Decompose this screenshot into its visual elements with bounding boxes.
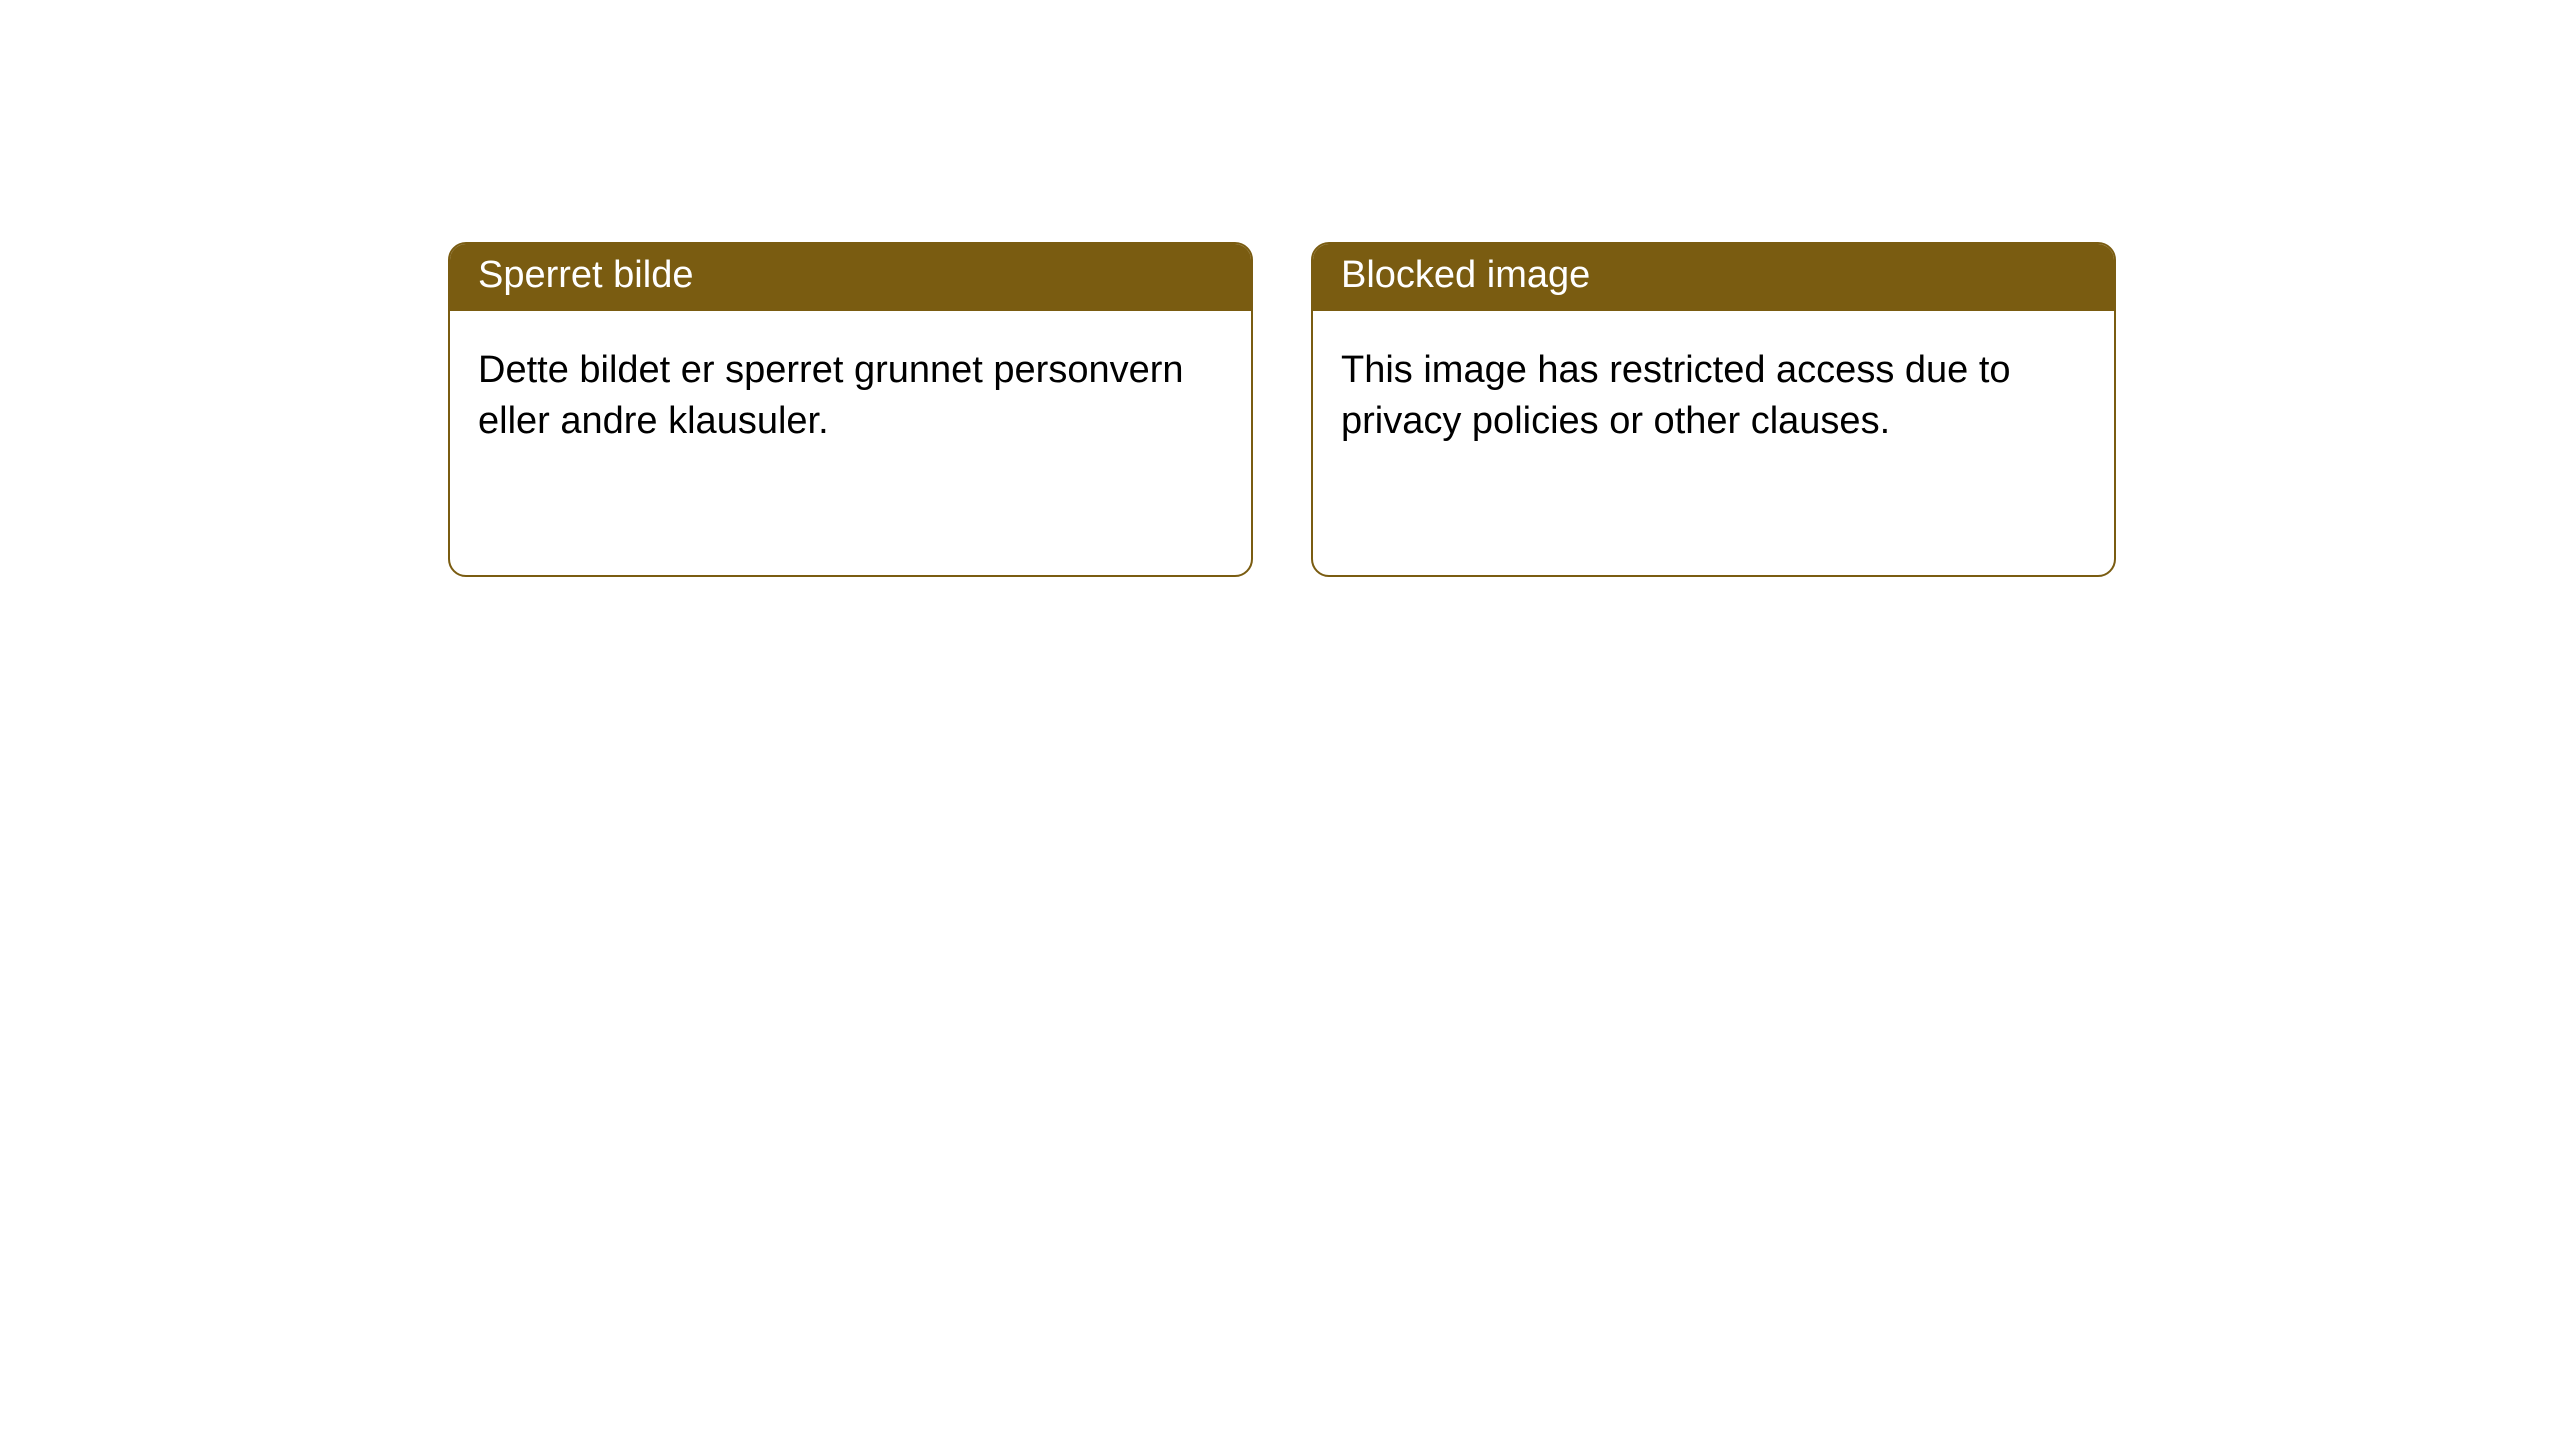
card-body: This image has restricted access due to …	[1313, 311, 2114, 476]
card-title: Blocked image	[1341, 254, 1590, 296]
notice-card-english: Blocked image This image has restricted …	[1311, 242, 2116, 577]
notice-cards-container: Sperret bilde Dette bildet er sperret gr…	[0, 0, 2560, 577]
notice-card-norwegian: Sperret bilde Dette bildet er sperret gr…	[448, 242, 1253, 577]
card-body: Dette bildet er sperret grunnet personve…	[450, 311, 1251, 476]
card-title: Sperret bilde	[478, 254, 693, 296]
card-header: Sperret bilde	[450, 244, 1251, 311]
card-body-text: Dette bildet er sperret grunnet personve…	[478, 349, 1184, 442]
card-header: Blocked image	[1313, 244, 2114, 311]
card-body-text: This image has restricted access due to …	[1341, 349, 2011, 442]
